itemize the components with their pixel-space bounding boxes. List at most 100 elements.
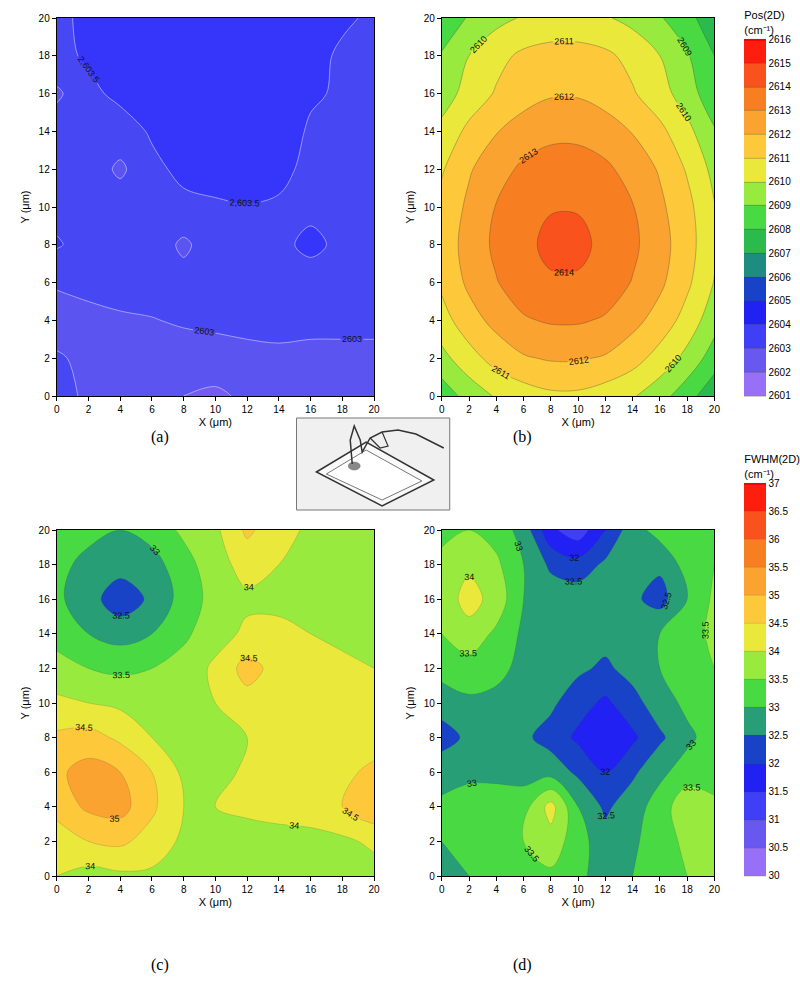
svg-text:18: 18	[424, 50, 436, 61]
svg-text:(a): (a)	[151, 428, 169, 446]
svg-text:8: 8	[44, 732, 50, 743]
svg-text:FWHM(2D)(cm⁻¹): FWHM(2D)(cm⁻¹)	[744, 453, 800, 479]
svg-text:31.5: 31.5	[769, 786, 789, 797]
svg-text:8: 8	[181, 404, 187, 415]
svg-text:33: 33	[684, 738, 698, 752]
svg-text:0: 0	[439, 884, 445, 895]
svg-text:10: 10	[39, 202, 51, 213]
svg-text:35: 35	[769, 590, 781, 601]
svg-text:34.5: 34.5	[769, 618, 789, 629]
svg-text:16: 16	[654, 884, 666, 895]
svg-text:6: 6	[44, 277, 50, 288]
svg-text:6: 6	[429, 277, 435, 288]
svg-text:6: 6	[149, 404, 155, 415]
svg-text:36: 36	[769, 534, 781, 545]
svg-text:16: 16	[39, 88, 51, 99]
svg-text:8: 8	[429, 239, 435, 250]
svg-text:0: 0	[429, 391, 435, 402]
svg-text:8: 8	[548, 884, 554, 895]
svg-text:10: 10	[573, 404, 585, 415]
svg-text:6: 6	[521, 404, 527, 415]
svg-text:14: 14	[39, 126, 51, 137]
svg-text:32.5: 32.5	[565, 577, 583, 587]
svg-text:2608: 2608	[769, 224, 792, 235]
svg-text:18: 18	[337, 884, 349, 895]
svg-text:(b): (b)	[513, 428, 532, 446]
svg-text:37: 37	[769, 478, 781, 489]
svg-text:20: 20	[369, 884, 381, 895]
svg-text:6: 6	[149, 884, 155, 895]
svg-text:8: 8	[429, 732, 435, 743]
svg-text:12: 12	[39, 164, 51, 175]
svg-text:2614: 2614	[554, 267, 574, 277]
svg-text:2,603.5: 2,603.5	[229, 198, 259, 209]
svg-text:14: 14	[627, 404, 639, 415]
svg-text:6: 6	[44, 767, 50, 778]
svg-text:2: 2	[44, 836, 50, 847]
svg-text:X (μm): X (μm)	[561, 896, 594, 908]
svg-text:2616: 2616	[769, 34, 792, 45]
svg-text:X (μm): X (μm)	[199, 896, 232, 908]
svg-text:34: 34	[244, 582, 254, 592]
svg-text:2602: 2602	[769, 367, 792, 378]
svg-text:12: 12	[39, 663, 51, 674]
svg-text:Y (μm): Y (μm)	[19, 190, 31, 223]
svg-text:31: 31	[769, 814, 781, 825]
svg-text:10: 10	[210, 404, 222, 415]
svg-text:33: 33	[769, 702, 781, 713]
svg-text:14: 14	[273, 404, 285, 415]
svg-text:2: 2	[429, 353, 435, 364]
svg-text:20: 20	[709, 884, 721, 895]
svg-text:2603: 2603	[342, 334, 362, 344]
svg-text:2: 2	[466, 404, 472, 415]
svg-text:Y (μm): Y (μm)	[404, 686, 416, 719]
svg-text:32: 32	[600, 767, 610, 777]
svg-text:2605: 2605	[769, 295, 792, 306]
svg-text:14: 14	[39, 628, 51, 639]
svg-text:32: 32	[769, 758, 781, 769]
svg-text:34: 34	[769, 646, 781, 657]
svg-text:8: 8	[548, 404, 554, 415]
svg-text:0: 0	[439, 404, 445, 415]
svg-text:33.5: 33.5	[700, 621, 710, 639]
svg-text:2613: 2613	[769, 105, 792, 116]
svg-text:2611: 2611	[769, 153, 791, 164]
svg-text:32.5: 32.5	[659, 591, 674, 611]
svg-text:33.5: 33.5	[112, 670, 130, 680]
svg-text:36.5: 36.5	[769, 506, 789, 517]
svg-text:18: 18	[424, 559, 436, 570]
svg-text:10: 10	[210, 884, 222, 895]
svg-text:30.5: 30.5	[769, 842, 789, 853]
svg-text:34: 34	[289, 820, 300, 831]
svg-text:18: 18	[39, 50, 51, 61]
svg-text:12: 12	[242, 404, 254, 415]
svg-text:2604: 2604	[769, 319, 792, 330]
svg-text:4: 4	[429, 315, 435, 326]
svg-text:X (μm): X (μm)	[199, 416, 232, 428]
svg-text:2611: 2611	[554, 36, 573, 46]
svg-text:0: 0	[54, 404, 60, 415]
svg-text:20: 20	[424, 525, 436, 536]
svg-text:4: 4	[494, 404, 500, 415]
svg-text:0: 0	[44, 391, 50, 402]
svg-text:2611: 2611	[490, 363, 512, 381]
svg-text:2609: 2609	[675, 36, 694, 58]
svg-text:2: 2	[429, 836, 435, 847]
svg-text:33: 33	[512, 540, 525, 553]
svg-text:20: 20	[369, 404, 381, 415]
svg-text:2609: 2609	[769, 200, 792, 211]
svg-text:34.5: 34.5	[75, 722, 93, 733]
svg-text:2613: 2613	[517, 146, 539, 166]
svg-text:2607: 2607	[769, 248, 792, 259]
svg-text:34.5: 34.5	[240, 653, 258, 663]
svg-text:2606: 2606	[769, 272, 792, 283]
svg-text:(d): (d)	[513, 956, 532, 974]
svg-text:34: 34	[85, 861, 95, 871]
svg-text:20: 20	[424, 13, 436, 24]
svg-text:10: 10	[573, 884, 585, 895]
svg-text:16: 16	[39, 594, 51, 605]
svg-text:2610: 2610	[663, 353, 684, 375]
svg-text:20: 20	[709, 404, 721, 415]
svg-text:10: 10	[424, 698, 436, 709]
svg-text:34: 34	[464, 572, 474, 582]
